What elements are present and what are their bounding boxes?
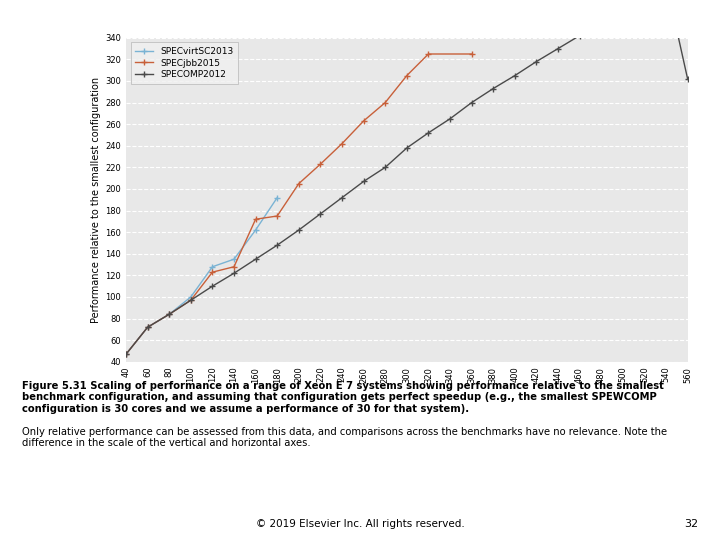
SPECvirtSC2013 bbox=[143, 324, 152, 330]
SPECjbb2015 bbox=[359, 118, 368, 124]
Line: SPECOMP2012: SPECOMP2012 bbox=[123, 0, 690, 357]
SPECjbb2015 bbox=[230, 264, 238, 270]
Text: Only relative performance can be assessed from this data, and comparisons across: Only relative performance can be assesse… bbox=[22, 427, 667, 448]
SPECOMP2012 bbox=[446, 116, 454, 122]
SPECOMP2012 bbox=[294, 227, 303, 233]
SPECjbb2015 bbox=[122, 351, 130, 357]
SPECOMP2012 bbox=[143, 324, 152, 330]
SPECOMP2012 bbox=[359, 178, 368, 185]
SPECOMP2012 bbox=[532, 58, 541, 65]
Legend: SPECvirtSC2013, SPECjbb2015, SPECOMP2012: SPECvirtSC2013, SPECjbb2015, SPECOMP2012 bbox=[130, 42, 238, 84]
SPECOMP2012 bbox=[597, 18, 606, 25]
SPECOMP2012 bbox=[186, 297, 195, 303]
SPECvirtSC2013 bbox=[251, 227, 260, 233]
SPECOMP2012 bbox=[230, 270, 238, 276]
SPECOMP2012 bbox=[273, 242, 282, 248]
SPECOMP2012 bbox=[338, 194, 346, 201]
Text: 32: 32 bbox=[684, 519, 698, 529]
SPECOMP2012 bbox=[251, 256, 260, 262]
SPECjbb2015 bbox=[381, 99, 390, 106]
Text: Figure 5.31 Scaling of performance on a range of Xeon E 7 systems showing perfor: Figure 5.31 Scaling of performance on a … bbox=[22, 381, 663, 414]
SPECOMP2012 bbox=[402, 145, 411, 151]
SPECOMP2012 bbox=[165, 311, 174, 318]
SPECvirtSC2013 bbox=[208, 264, 217, 270]
SPECjbb2015 bbox=[208, 269, 217, 275]
SPECOMP2012 bbox=[683, 76, 692, 82]
SPECvirtSC2013 bbox=[230, 256, 238, 262]
SPECOMP2012 bbox=[618, 4, 627, 11]
SPECjbb2015 bbox=[402, 72, 411, 79]
SPECOMP2012 bbox=[381, 164, 390, 171]
SPECOMP2012 bbox=[208, 283, 217, 289]
SPECjbb2015 bbox=[165, 311, 174, 318]
Text: © 2019 Elsevier Inc. All rights reserved.: © 2019 Elsevier Inc. All rights reserved… bbox=[256, 519, 464, 529]
SPECjbb2015 bbox=[251, 216, 260, 222]
SPECOMP2012 bbox=[467, 99, 476, 106]
SPECjbb2015 bbox=[186, 297, 195, 303]
SPECOMP2012 bbox=[424, 130, 433, 136]
SPECjbb2015 bbox=[273, 213, 282, 219]
SPECOMP2012 bbox=[122, 351, 130, 357]
SPECjbb2015 bbox=[294, 180, 303, 187]
SPECOMP2012 bbox=[575, 32, 584, 39]
SPECvirtSC2013 bbox=[165, 311, 174, 318]
SPECjbb2015 bbox=[467, 51, 476, 57]
SPECjbb2015 bbox=[424, 51, 433, 57]
SPECOMP2012 bbox=[554, 45, 562, 52]
SPECjbb2015 bbox=[143, 324, 152, 330]
SPECOMP2012 bbox=[510, 72, 519, 79]
SPECjbb2015 bbox=[316, 161, 325, 167]
Y-axis label: Performance relative to the smallest configuration: Performance relative to the smallest con… bbox=[91, 77, 101, 323]
Line: SPECjbb2015: SPECjbb2015 bbox=[123, 51, 474, 357]
SPECvirtSC2013 bbox=[186, 294, 195, 300]
SPECvirtSC2013 bbox=[273, 194, 282, 201]
Line: SPECvirtSC2013: SPECvirtSC2013 bbox=[123, 195, 280, 357]
SPECOMP2012 bbox=[489, 85, 498, 92]
SPECjbb2015 bbox=[338, 140, 346, 147]
SPECOMP2012 bbox=[316, 211, 325, 217]
SPECvirtSC2013 bbox=[122, 351, 130, 357]
